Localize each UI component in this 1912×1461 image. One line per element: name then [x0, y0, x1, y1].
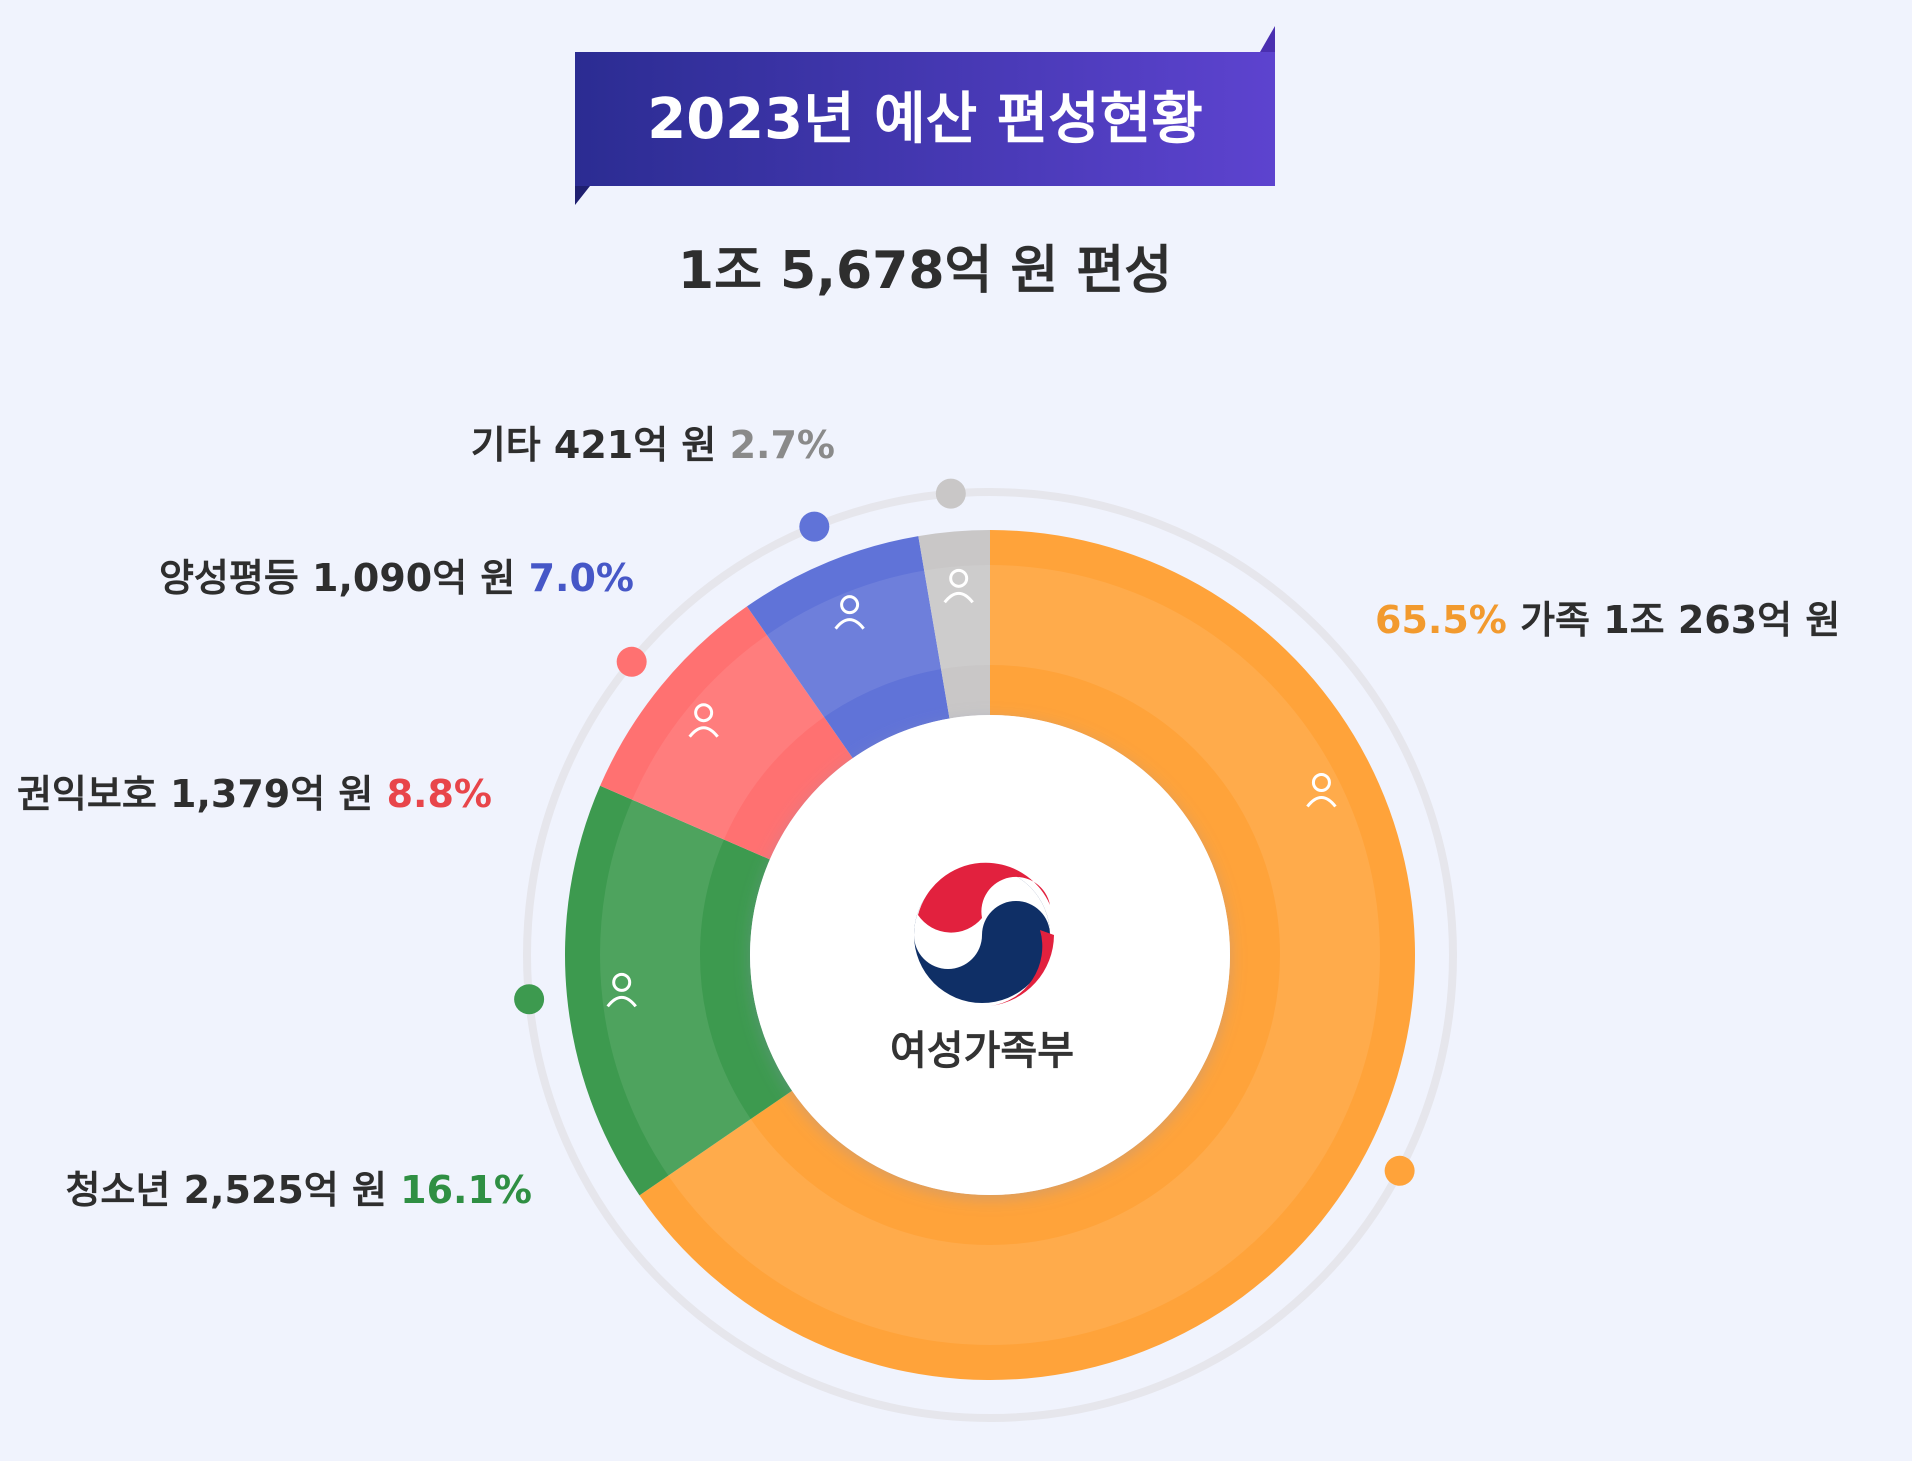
slice-label: 권익보호 1,379억 원 8.8%	[17, 772, 492, 816]
chart-title: 2023년 예산 편성현황	[647, 87, 1203, 152]
slice-name-amount: 가족 1조 263억 원	[1507, 598, 1840, 642]
slice-marker-dot	[1384, 1155, 1415, 1186]
slice-marker-dot	[935, 478, 966, 509]
slice-label: 65.5% 가족 1조 263억 원	[1375, 598, 1840, 642]
slice-청소년	[565, 785, 793, 1196]
pencil-icon	[943, 568, 974, 604]
slice-marker-dot	[799, 511, 830, 542]
slice-percent: 2.7%	[730, 423, 835, 467]
chart-subtitle: 1조 5,678억 원 편성	[678, 241, 1172, 301]
slice-label: 청소년 2,525억 원 16.1%	[65, 1168, 532, 1212]
slice-percent: 16.1%	[400, 1168, 532, 1212]
slice-marker-dot	[514, 984, 545, 1015]
slice-label: 기타 421억 원 2.7%	[471, 423, 835, 467]
hand-sprout-icon	[688, 703, 719, 738]
slice-name-amount: 기타 421억 원	[471, 423, 730, 467]
slice-percent: 7.0%	[529, 556, 634, 600]
family-icon	[1306, 772, 1337, 808]
children-icon	[606, 972, 637, 1008]
slice-marker-dot	[616, 646, 647, 677]
title-banner: 2023년 예산 편성현황	[575, 26, 1275, 205]
slice-name-amount: 청소년 2,525억 원	[65, 1168, 400, 1212]
slice-가족	[639, 530, 1415, 1380]
center-label: 여성가족부	[890, 1028, 1074, 1074]
slice-양성평등	[746, 536, 950, 759]
person-icon	[834, 595, 865, 630]
slice-name-amount: 양성평등 1,090억 원	[159, 556, 529, 600]
slice-label: 양성평등 1,090억 원 7.0%	[159, 556, 634, 600]
inner-band	[600, 565, 1380, 1345]
slice-권익보호	[600, 606, 853, 860]
slice-percent: 8.8%	[387, 772, 492, 816]
slice-name-amount: 권익보호 1,379억 원	[17, 772, 387, 816]
slice-percent: 65.5%	[1375, 598, 1507, 642]
outer-ring	[523, 488, 1457, 1422]
government-emblem	[914, 862, 1054, 1006]
donut-slices	[565, 530, 1415, 1380]
slice-기타	[918, 530, 990, 719]
